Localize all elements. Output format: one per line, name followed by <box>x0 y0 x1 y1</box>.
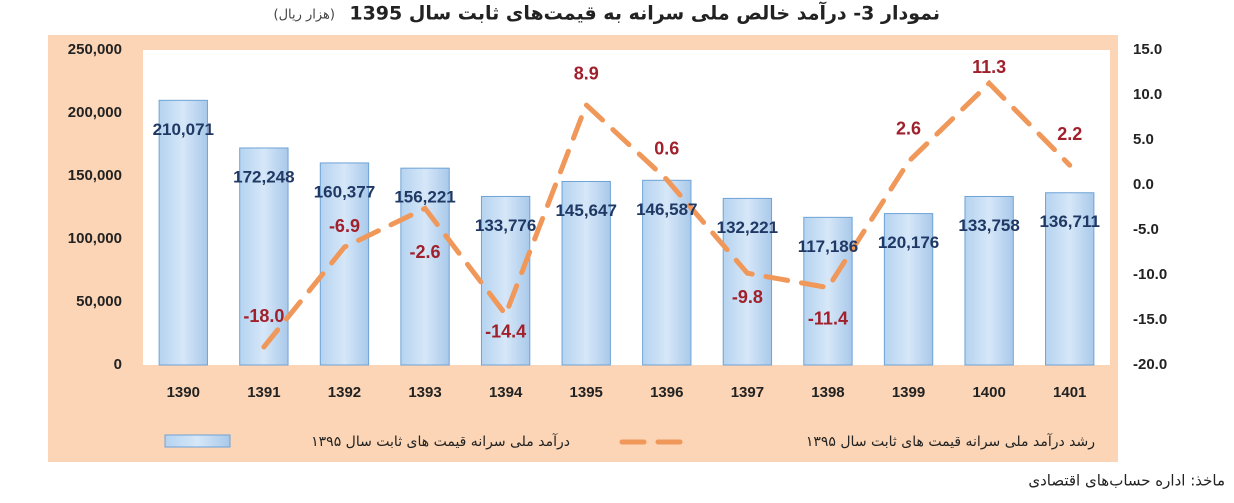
y-tick-label: 50,000 <box>76 293 122 310</box>
legend-label: رشد درآمد ملی سرانه قیمت های ثابت سال ۱۳… <box>806 433 1095 450</box>
x-tick-label: 1401 <box>1053 384 1086 401</box>
y2-tick-label: 15.0 <box>1133 41 1162 58</box>
x-tick-label: 1396 <box>650 384 683 401</box>
bar <box>480 195 531 366</box>
x-tick-label: 1400 <box>972 384 1005 401</box>
line-value-label: 2.2 <box>1057 124 1082 144</box>
y2-tick-label: 10.0 <box>1133 86 1162 103</box>
chart-subtitle: (هزار ریال) <box>273 8 335 23</box>
bar-value-label: 146,587 <box>636 200 697 219</box>
x-tick-label: 1391 <box>247 384 280 401</box>
bar-value-label: 133,776 <box>475 216 536 235</box>
x-tick-label: 1392 <box>328 384 361 401</box>
line-value-label: 11.3 <box>972 57 1006 77</box>
line-value-label: 2.6 <box>896 118 921 138</box>
line-value-label: -2.6 <box>410 242 441 262</box>
bar <box>642 179 692 366</box>
bar-value-label: 133,758 <box>958 216 1019 235</box>
bar <box>561 180 611 366</box>
bar-value-label: 210,071 <box>153 120 214 139</box>
line-value-label: -11.4 <box>808 308 848 328</box>
plot-area <box>143 50 1110 365</box>
y-tick-label: 150,000 <box>68 167 122 184</box>
bar-value-label: 160,377 <box>314 182 375 201</box>
line <box>261 79 1073 350</box>
line-value-label: -14.4 <box>485 321 526 341</box>
line-value-label: -9.8 <box>732 287 763 307</box>
y-tick-label: 250,000 <box>68 41 122 58</box>
bar-value-label: 145,647 <box>555 201 616 220</box>
bar <box>883 213 934 366</box>
x-tick-label: 1397 <box>731 384 764 401</box>
line-value-label: 8.9 <box>574 64 599 84</box>
y2-tick-label: -10.0 <box>1133 266 1167 283</box>
x-tick-label: 1393 <box>408 384 441 401</box>
y2-tick-label: -20.0 <box>1133 356 1167 373</box>
line-value-label: 0.6 <box>654 138 679 158</box>
x-tick-label: 1390 <box>167 384 200 401</box>
x-tick-label: 1394 <box>489 384 523 401</box>
bar-value-label: 120,176 <box>878 233 939 252</box>
source-note: ماخذ: اداره حساب‌های اقتصادی <box>1028 472 1225 490</box>
legend-swatch <box>164 434 231 448</box>
bar-value-label: 136,711 <box>1039 212 1100 231</box>
line-value-label: -18.0 <box>243 306 284 326</box>
chart-title: نمودار 3- درآمد خالص ملی سرانه به قیمت‌ه… <box>349 1 940 25</box>
y2-tick-label: -5.0 <box>1133 221 1159 238</box>
bar-value-label: 172,248 <box>233 167 294 186</box>
y2-tick-label: 0.0 <box>1133 176 1154 193</box>
y2-tick-label: -15.0 <box>1133 311 1167 328</box>
y2-tick-label: 5.0 <box>1133 131 1154 148</box>
y-tick-label: 100,000 <box>68 230 122 247</box>
bar-value-label: 156,221 <box>394 188 455 207</box>
y-tick-label: 200,000 <box>68 104 122 121</box>
bar <box>1045 192 1095 366</box>
bar <box>722 197 773 366</box>
bar-value-label: 132,221 <box>717 218 778 237</box>
bar <box>158 99 208 366</box>
x-tick-label: 1398 <box>811 384 844 401</box>
bar <box>964 195 1014 366</box>
legend-label: درآمد ملی سرانه قیمت های ثابت سال ۱۳۹۵ <box>311 433 570 450</box>
bar <box>400 167 450 366</box>
line-value-label: -6.9 <box>329 216 360 236</box>
bar <box>239 147 289 366</box>
bar <box>803 216 853 366</box>
x-tick-label: 1395 <box>570 384 603 401</box>
bar <box>319 162 370 366</box>
bar-value-label: 117,186 <box>798 237 859 256</box>
x-tick-label: 1399 <box>892 384 925 401</box>
y-tick-label: 0 <box>114 356 122 373</box>
